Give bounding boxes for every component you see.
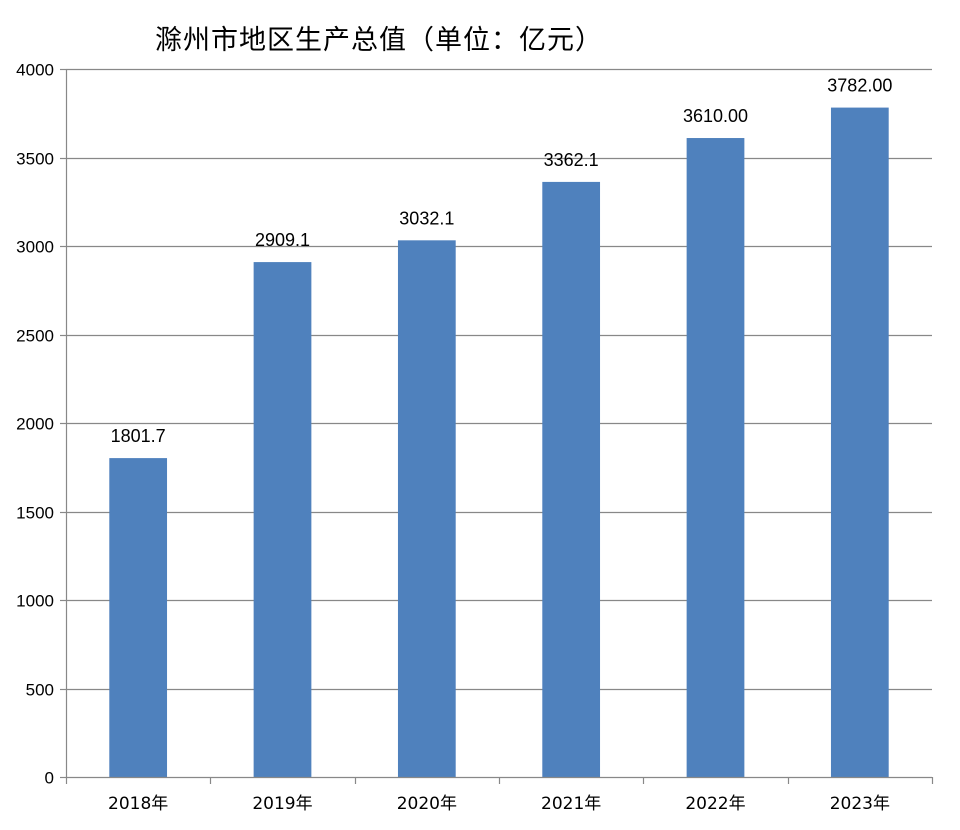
chart-title: 滁州市地区生产总值（单位：亿元） (155, 25, 603, 56)
axes (60, 68, 934, 784)
bar-2022年 (686, 138, 745, 777)
y-tick-label: 4000 (16, 61, 54, 80)
y-tick-label: 3500 (16, 150, 54, 169)
bars (109, 107, 889, 777)
data-label: 3032.1 (399, 208, 454, 228)
y-tick-label: 0 (45, 769, 54, 788)
y-tick-label: 3000 (16, 238, 54, 257)
x-category-label: 2020年 (397, 794, 457, 814)
x-category-label: 2023年 (830, 794, 890, 814)
x-category-label: 2021年 (541, 794, 601, 814)
y-tick-label: 1000 (16, 592, 54, 611)
y-tick-label: 2000 (16, 415, 54, 434)
data-label: 3782.00 (827, 76, 892, 96)
x-category-label: 2018年 (108, 794, 168, 814)
gridlines (66, 68, 932, 691)
y-tick-label: 1500 (16, 504, 54, 523)
data-label: 2909.1 (255, 230, 310, 250)
x-category-label: 2019年 (252, 794, 312, 814)
data-label: 3610.00 (683, 106, 748, 126)
data-label: 3362.1 (544, 150, 599, 170)
data-label: 1801.7 (111, 426, 166, 446)
labels: 0 500 1000 1500 2000 2500 3000 3500 4000 1801.7 20… (16, 61, 892, 815)
bar-2021年 (542, 181, 601, 777)
bar-2019年 (253, 262, 312, 777)
x-category-label: 2022年 (685, 794, 745, 814)
bar-2020年 (397, 240, 456, 777)
y-tick-label: 2500 (16, 327, 54, 346)
y-tick-label: 500 (26, 681, 54, 700)
bar-2018年 (109, 458, 168, 777)
bar-2023年 (830, 107, 889, 777)
